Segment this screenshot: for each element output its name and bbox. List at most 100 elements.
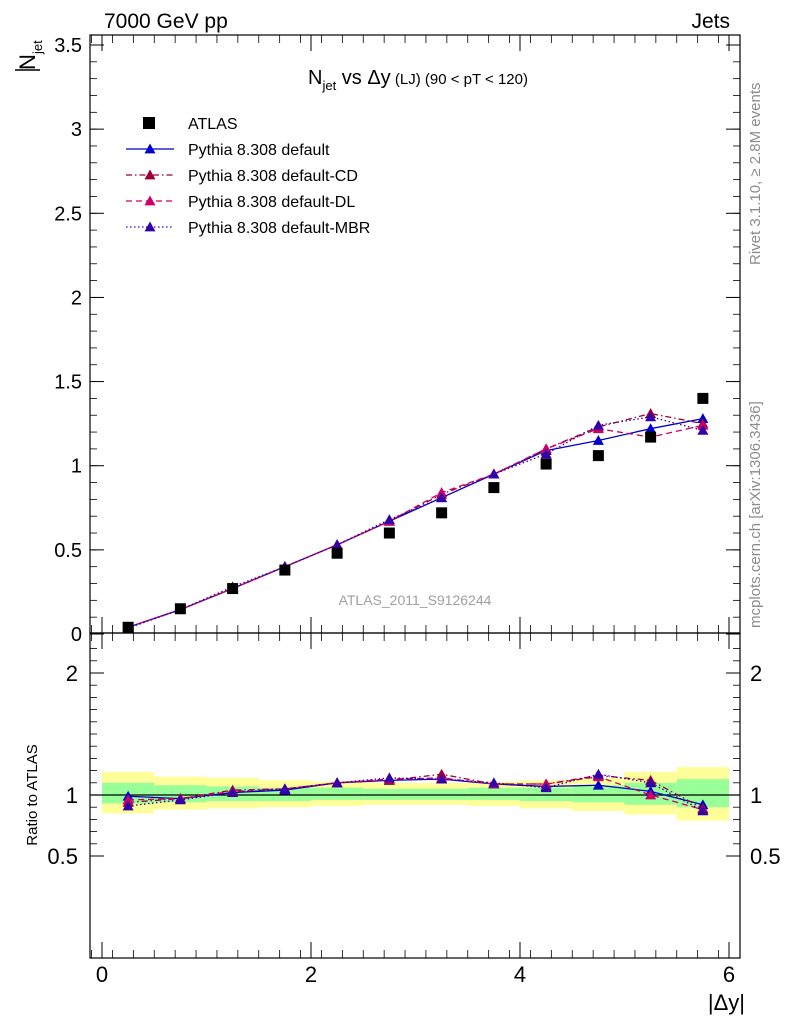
uncertainty-band-green bbox=[520, 787, 573, 802]
ylabel-main-sub: jet bbox=[30, 40, 45, 55]
data-point bbox=[436, 507, 448, 519]
uncertainty-band-green bbox=[467, 787, 520, 800]
series-point-ratio bbox=[383, 772, 395, 783]
y-tick-label-main: 1 bbox=[71, 456, 82, 478]
xlabel: |Δy| bbox=[708, 990, 745, 1015]
ratio-bands bbox=[90, 766, 740, 821]
series-point-main bbox=[436, 487, 448, 498]
legend-marker bbox=[144, 221, 156, 232]
series-point-ratio bbox=[488, 777, 500, 788]
y-tick-label-main: 3 bbox=[71, 119, 82, 141]
legend-label: Pythia 8.308 default-MBR bbox=[188, 220, 370, 237]
data-point bbox=[279, 564, 291, 576]
chart-marks bbox=[122, 392, 709, 816]
ylabel-ratio: Ratio to ATLAS bbox=[24, 744, 41, 845]
series-point-ratio bbox=[645, 777, 657, 788]
series-line-main bbox=[127, 416, 704, 629]
y-tick-label-main: 0.5 bbox=[54, 540, 82, 562]
series-point-main bbox=[436, 492, 448, 503]
series-line-ratio bbox=[128, 773, 704, 812]
series-point-ratio bbox=[540, 782, 552, 793]
legend-label: ATLAS bbox=[188, 116, 238, 133]
series-line-ratio bbox=[128, 776, 704, 811]
data-point bbox=[592, 450, 604, 462]
series-point-main bbox=[488, 468, 500, 479]
ylabel-main: N jet bbox=[15, 40, 45, 71]
data-point bbox=[227, 583, 239, 595]
data-point bbox=[122, 621, 134, 633]
y-tick-label-main: 2 bbox=[71, 287, 82, 309]
series-point-main bbox=[697, 424, 709, 435]
data-point bbox=[540, 458, 552, 470]
series-point-main bbox=[331, 539, 343, 550]
legend-label: Pythia 8.308 default-DL bbox=[188, 194, 355, 211]
uncertainty-band-green bbox=[415, 788, 468, 800]
header-left: 7000 GeV pp bbox=[104, 10, 228, 33]
legend-marker bbox=[144, 143, 156, 154]
series-point-ratio bbox=[174, 794, 186, 805]
data-point bbox=[331, 547, 343, 559]
uncertainty-band-green bbox=[572, 785, 625, 803]
rivet-label: Rivet 3.1.10, ≥ 2.8M events bbox=[747, 83, 764, 266]
series-line-ratio bbox=[128, 773, 704, 809]
series-point-ratio bbox=[592, 768, 604, 779]
title-tail: (90 < pT < 120) bbox=[421, 71, 528, 88]
series-point-main bbox=[645, 411, 657, 422]
legend-label: Pythia 8.308 default-CD bbox=[188, 168, 358, 185]
y-tick-label-ratio-right: 1 bbox=[750, 783, 762, 808]
series-line-main bbox=[127, 412, 703, 628]
series-point-main bbox=[697, 419, 709, 430]
title-small: (LJ) bbox=[391, 71, 421, 88]
series-point-ratio bbox=[436, 773, 448, 784]
uncertainty-band-green bbox=[363, 788, 416, 800]
y-tick-label-ratio: 2 bbox=[66, 661, 78, 686]
y-tick-label-main: 2.5 bbox=[54, 203, 82, 225]
series-point-ratio bbox=[592, 779, 604, 790]
series-point-main bbox=[592, 434, 604, 445]
series-point-main bbox=[540, 443, 552, 454]
title-rest: vs Δy bbox=[336, 67, 390, 89]
series-point-ratio bbox=[645, 789, 657, 800]
x-tick-label: 2 bbox=[305, 962, 317, 987]
data-point bbox=[488, 482, 500, 494]
analysis-watermark: ATLAS_2011_S9126244 bbox=[339, 592, 492, 608]
y-tick-label-ratio-right: 2 bbox=[750, 661, 762, 686]
uncertainty-band-green bbox=[311, 787, 364, 800]
axes: 0 0.5 1 1.5 2 2.5 3 3.5 0.5 0.5 1 1 2 2 0 2 4 6 bbox=[47, 34, 781, 987]
series-point-main bbox=[540, 448, 552, 459]
series-point-main bbox=[697, 413, 709, 423]
series-point-main bbox=[592, 419, 604, 430]
series-line-main bbox=[127, 424, 704, 628]
data-point bbox=[697, 392, 709, 404]
x-tick-label: 0 bbox=[96, 962, 108, 987]
y-tick-label-ratio: 1 bbox=[66, 783, 78, 808]
y-tick-label-main: 1.5 bbox=[54, 372, 82, 394]
y-tick-label-ratio-right: 0.5 bbox=[750, 844, 781, 869]
data-point bbox=[174, 603, 186, 615]
legend-marker bbox=[144, 169, 156, 180]
series-point-ratio bbox=[279, 783, 291, 794]
legend-marker bbox=[144, 195, 156, 206]
legend-marker-atlas bbox=[143, 117, 155, 129]
series-point-ratio bbox=[331, 777, 343, 788]
plot-title: Njet vs Δy (LJ) (90 < pT < 120) bbox=[308, 67, 528, 93]
x-tick-label: 6 bbox=[723, 962, 735, 987]
y-tick-label-ratio: 0.5 bbox=[47, 844, 78, 869]
mcplots-label: mcplots.cern.ch [arXiv:1306.3436] bbox=[747, 401, 764, 628]
series-point-ratio bbox=[122, 794, 134, 805]
legend: ATLAS Pythia 8.308 default Pythia 8.308 de… bbox=[126, 116, 370, 237]
series-point-main bbox=[645, 423, 657, 434]
y-tick-label-main: 0 bbox=[71, 624, 82, 646]
series-point-ratio bbox=[697, 805, 709, 816]
legend-label: Pythia 8.308 default bbox=[188, 142, 330, 159]
series-point-main bbox=[383, 514, 395, 524]
data-point bbox=[383, 527, 395, 539]
y-tick-label-main: 3.5 bbox=[54, 35, 82, 57]
ylabel-main-n: N bbox=[15, 54, 40, 70]
series-point-ratio bbox=[227, 787, 239, 797]
header-right: Jets bbox=[691, 10, 730, 33]
x-tick-label: 4 bbox=[514, 962, 526, 987]
series-point-ratio bbox=[122, 800, 134, 811]
data-point bbox=[645, 431, 657, 443]
